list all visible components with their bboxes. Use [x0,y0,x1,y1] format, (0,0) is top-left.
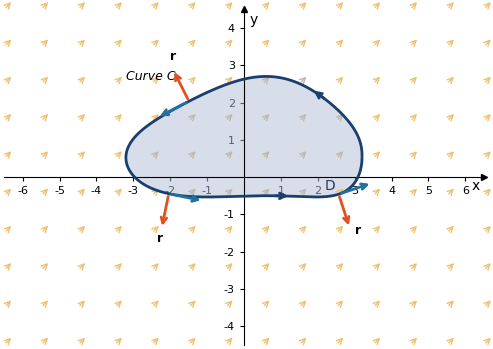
Text: x: x [472,179,480,193]
Polygon shape [126,76,362,197]
Text: y: y [249,13,258,27]
Text: r: r [170,50,176,63]
Text: Curve C: Curve C [126,70,176,83]
Text: r: r [157,232,163,245]
Text: r: r [355,224,361,237]
Text: D: D [325,179,336,193]
